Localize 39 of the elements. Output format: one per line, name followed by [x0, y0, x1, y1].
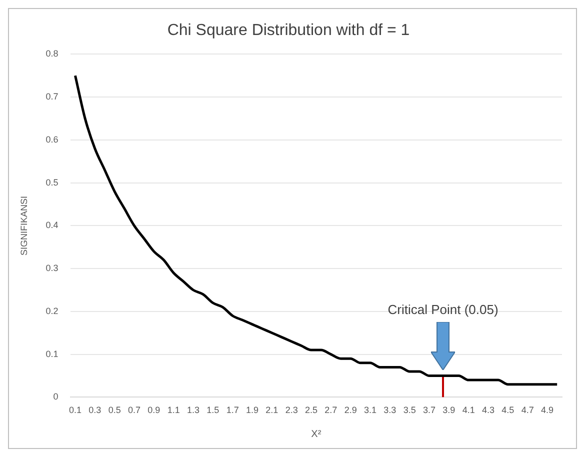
y-tick-label: 0.6: [46, 134, 58, 144]
x-tick-label: 2.1: [266, 405, 278, 416]
x-tick-label: 3.1: [364, 405, 376, 416]
y-tick-label: 0.2: [46, 306, 58, 316]
x-axis-title: X²: [311, 428, 322, 440]
annotation: Critical Point (0.05): [388, 302, 498, 317]
x-tick-label: 4.7: [521, 405, 534, 416]
y-tick-label: 0.7: [46, 92, 58, 102]
x-tick-label: 0.3: [88, 405, 102, 416]
x-tick-label: 3.7: [422, 405, 436, 416]
y-tick-label: 0.4: [46, 220, 58, 230]
x-tick-label: 2.7: [324, 405, 338, 416]
x-tick-label: 3.3: [384, 405, 396, 416]
x-tick-label: 0.9: [148, 405, 160, 416]
x-tick-label: 1.1: [167, 405, 180, 416]
x-tick-label: 3.5: [403, 405, 416, 416]
x-tick-label: 2.5: [304, 405, 318, 416]
x-tick-label: 4.9: [540, 405, 554, 416]
x-tick-label: 1.5: [206, 405, 220, 416]
x-tick-label: 1.7: [226, 405, 239, 416]
x-tick-label: 2.9: [344, 405, 357, 416]
x-tick-label: 4.5: [502, 405, 514, 416]
x-tick-label: 3.9: [442, 405, 456, 416]
y-tick-label: 0.5: [46, 177, 58, 188]
y-tick-label: 0.1: [46, 348, 58, 359]
x-tick-label: 4.3: [482, 405, 495, 416]
y-axis-title: SIGNIFIKANSI: [18, 196, 29, 256]
x-tick-label: 0.1: [68, 405, 82, 416]
chart-title: Chi Square Distribution with df = 1: [167, 22, 410, 40]
x-tick-label: 4.1: [462, 405, 475, 416]
y-tick-label: 0: [53, 392, 58, 402]
y-tick-label: 0.3: [46, 263, 58, 274]
x-tick-label: 1.3: [186, 405, 200, 416]
x-tick-label: 0.7: [128, 405, 140, 416]
x-tick-label: 2.3: [285, 405, 298, 416]
x-tick-label: 0.5: [108, 405, 121, 416]
x-tick-label: 1.9: [246, 405, 258, 416]
y-tick-label: 0.8: [46, 48, 58, 59]
line-series: [74, 74, 558, 386]
